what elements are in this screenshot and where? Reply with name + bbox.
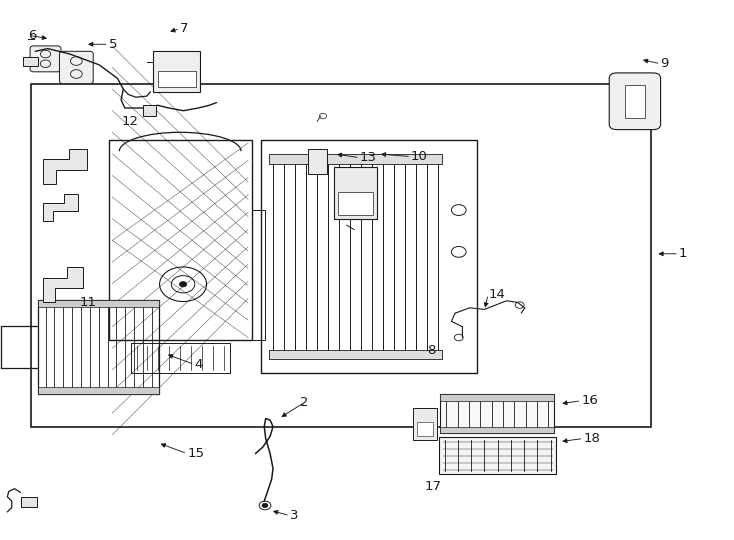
Text: 1: 1 <box>679 247 688 260</box>
Bar <box>625 85 645 118</box>
FancyBboxPatch shape <box>609 73 661 130</box>
Bar <box>252 210 265 340</box>
Bar <box>269 350 442 359</box>
Text: 3: 3 <box>290 509 299 522</box>
Bar <box>308 148 327 174</box>
Text: 2: 2 <box>300 396 309 409</box>
Bar <box>439 437 556 474</box>
Bar <box>440 394 554 401</box>
Text: 5: 5 <box>109 38 117 51</box>
Polygon shape <box>43 148 87 184</box>
Bar <box>261 140 477 373</box>
Bar <box>158 71 196 87</box>
Text: 4: 4 <box>195 358 203 371</box>
Text: 10: 10 <box>411 150 428 163</box>
Bar <box>440 427 554 433</box>
Bar <box>153 51 200 92</box>
Circle shape <box>262 503 268 508</box>
Polygon shape <box>43 267 83 302</box>
Text: 15: 15 <box>187 447 204 460</box>
Text: 6: 6 <box>28 29 36 42</box>
Bar <box>109 140 252 340</box>
Text: 12: 12 <box>121 115 138 128</box>
Text: 13: 13 <box>360 151 377 164</box>
Bar <box>131 343 230 373</box>
Bar <box>38 300 159 307</box>
Bar <box>413 408 437 440</box>
Bar <box>440 394 554 433</box>
Bar <box>31 84 651 427</box>
Circle shape <box>179 281 186 287</box>
Text: 14: 14 <box>488 288 505 301</box>
Bar <box>38 387 159 394</box>
FancyBboxPatch shape <box>30 46 61 72</box>
Text: 18: 18 <box>584 432 600 445</box>
FancyBboxPatch shape <box>59 51 93 84</box>
Polygon shape <box>43 194 78 221</box>
Text: 7: 7 <box>180 22 189 35</box>
Text: 11: 11 <box>79 296 96 309</box>
Text: 8: 8 <box>427 345 435 357</box>
Bar <box>143 105 156 116</box>
Text: 16: 16 <box>581 394 598 407</box>
Bar <box>21 497 37 507</box>
Bar <box>23 57 38 66</box>
Text: 9: 9 <box>661 57 669 70</box>
Bar <box>269 154 442 164</box>
Bar <box>38 300 159 394</box>
Text: 17: 17 <box>424 480 442 492</box>
Bar <box>334 167 377 219</box>
Bar <box>417 422 433 436</box>
Bar <box>338 192 373 215</box>
